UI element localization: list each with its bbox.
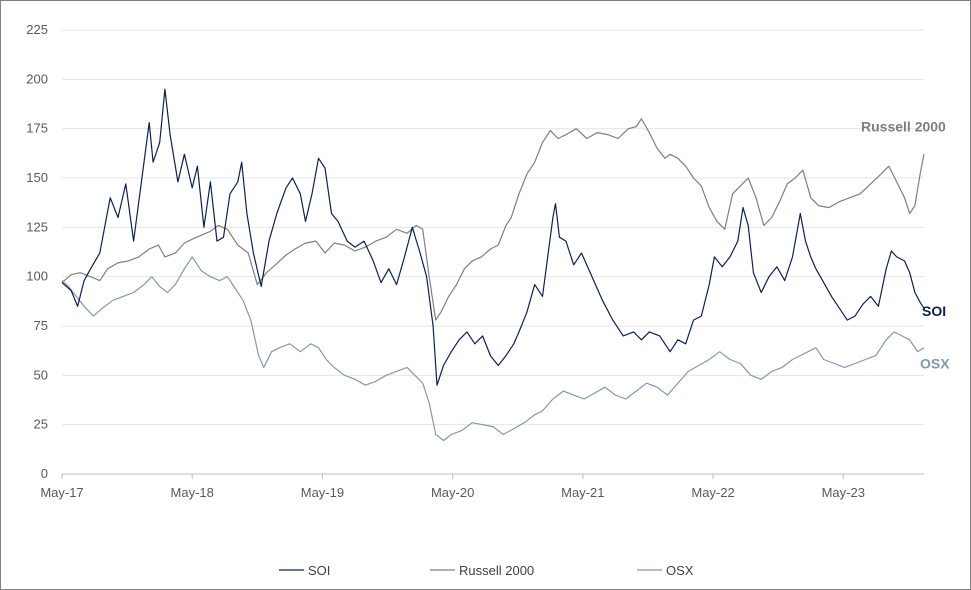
x-tick-label-May-19: May-19 bbox=[301, 485, 344, 500]
y-tick-label-50: 50 bbox=[34, 367, 48, 382]
gridlines bbox=[62, 29, 924, 426]
series-line-soi bbox=[61, 88, 925, 386]
x-tick-label-May-22: May-22 bbox=[691, 485, 734, 500]
y-tick-label-200: 200 bbox=[26, 71, 48, 86]
end-label-russell-2000: Russell 2000 bbox=[861, 118, 946, 134]
series-end-labels: SOI Russell 2000 OSX bbox=[861, 118, 950, 371]
end-label-soi: SOI bbox=[922, 303, 946, 319]
y-tick-label-175: 175 bbox=[26, 121, 48, 136]
y-tick-label-0: 0 bbox=[41, 466, 48, 481]
y-tick-label-25: 25 bbox=[34, 417, 48, 432]
series-line-osx bbox=[61, 256, 925, 442]
end-label-osx: OSX bbox=[920, 356, 950, 372]
x-tick-label-May-21: May-21 bbox=[561, 485, 604, 500]
x-tick-label-May-17: May-17 bbox=[40, 485, 83, 500]
legend-label-soi: SOI bbox=[308, 563, 330, 578]
y-tick-label-125: 125 bbox=[26, 219, 48, 234]
y-tick-label-100: 100 bbox=[26, 269, 48, 284]
legend-label-russell-2000: Russell 2000 bbox=[459, 563, 534, 578]
legend-label-osx: OSX bbox=[666, 563, 694, 578]
legend: SOI Russell 2000 OSX bbox=[279, 563, 694, 578]
x-tick-label-May-20: May-20 bbox=[431, 485, 474, 500]
x-tick-label-May-23: May-23 bbox=[822, 485, 865, 500]
y-tick-label-150: 150 bbox=[26, 170, 48, 185]
y-tick-label-225: 225 bbox=[26, 22, 48, 37]
x-tick-label-May-18: May-18 bbox=[171, 485, 214, 500]
y-tick-label-75: 75 bbox=[34, 318, 48, 333]
axes: 0 25 50 75 100 125 150 175 200 225 May-17 May-18 May… bbox=[26, 22, 924, 500]
series-lines bbox=[61, 88, 925, 442]
series-line-russell-2000 bbox=[61, 118, 925, 321]
